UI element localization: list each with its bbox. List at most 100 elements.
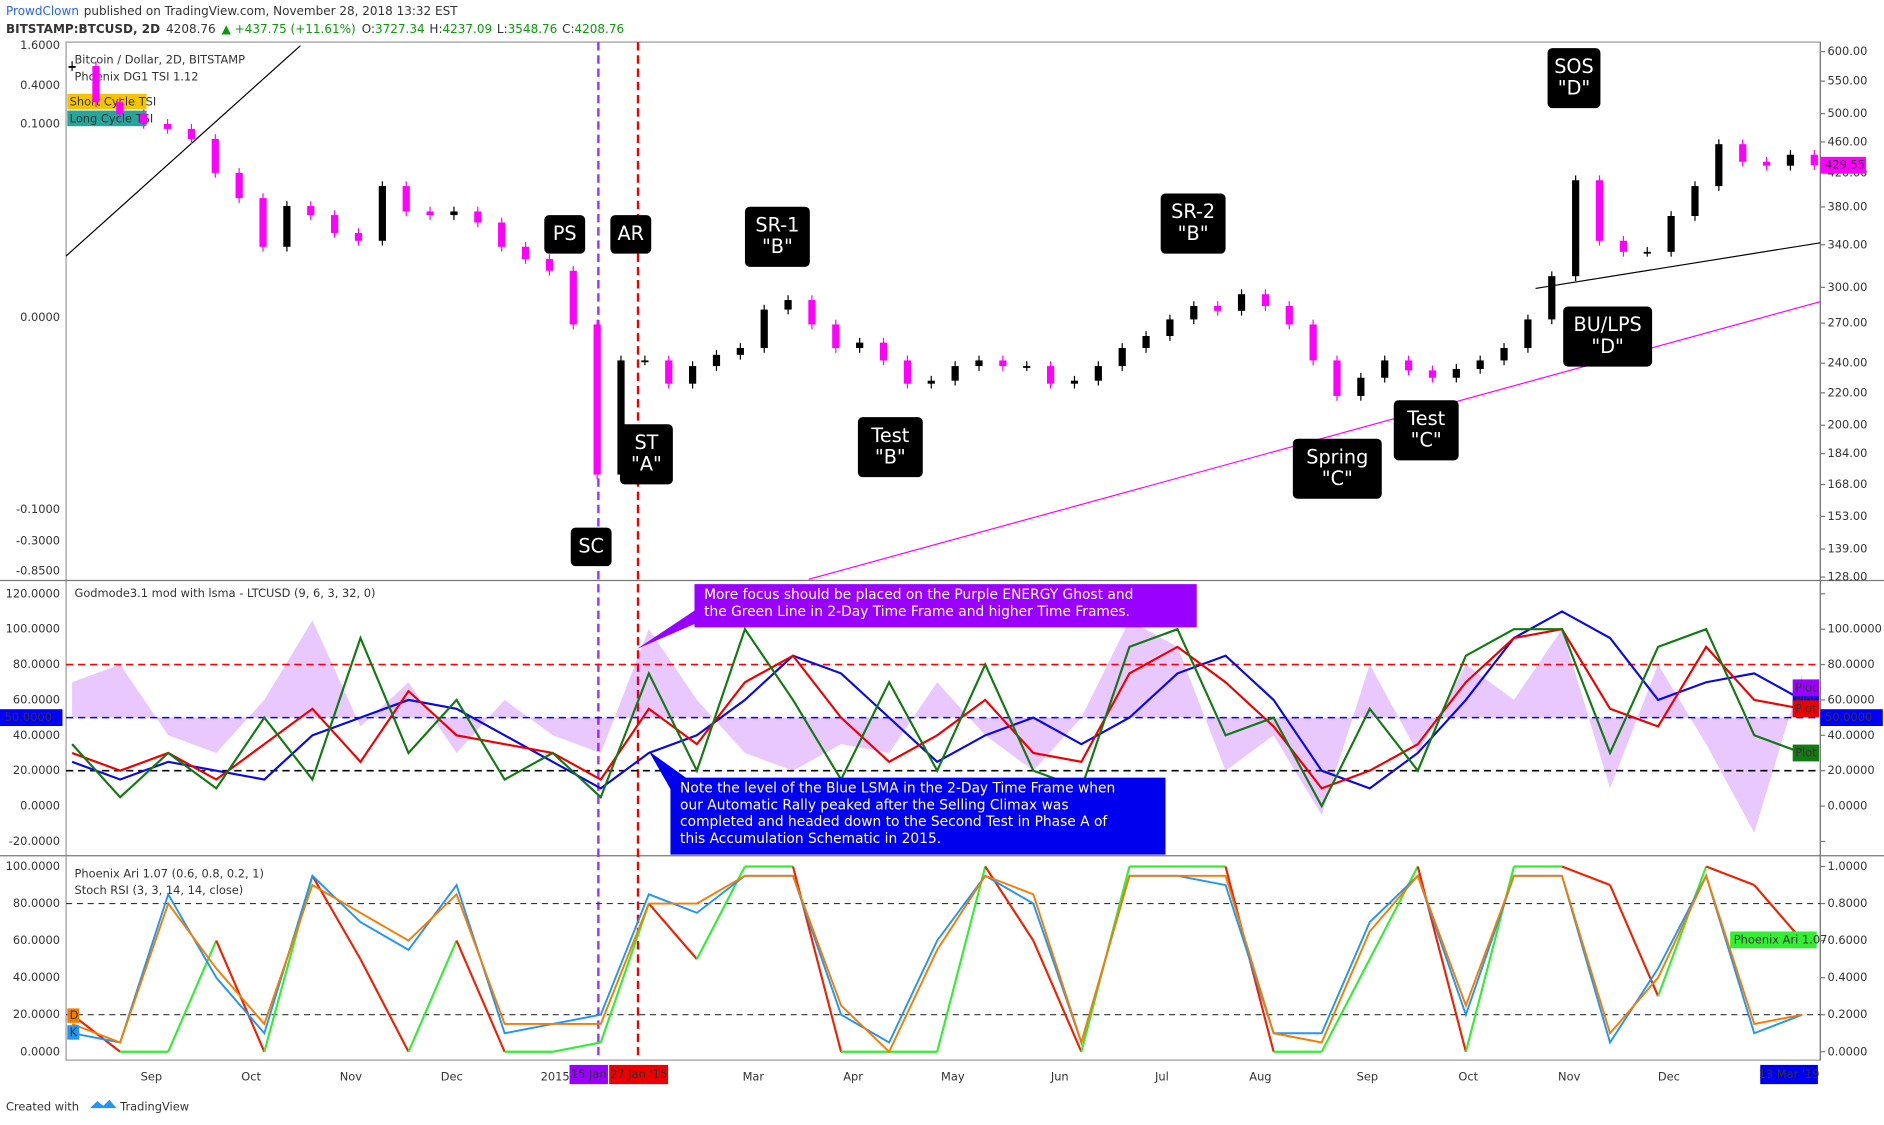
y-tick-label: 500.00 bbox=[1828, 106, 1868, 120]
annotation: SC bbox=[570, 527, 612, 567]
series-tag bbox=[1792, 744, 1820, 762]
level-tag-label: 50.0000 bbox=[1825, 710, 1872, 724]
x-tick-label: May bbox=[941, 1069, 965, 1083]
publisher[interactable]: ProwdClown bbox=[6, 3, 79, 17]
candle bbox=[593, 324, 601, 475]
x-tick-label: Oct bbox=[1458, 1069, 1478, 1083]
series-line bbox=[71, 626, 1803, 809]
candle bbox=[498, 222, 506, 247]
phoenix-segment bbox=[1320, 958, 1371, 1053]
annotation-text: Spring bbox=[1306, 445, 1368, 468]
candle bbox=[1309, 324, 1317, 361]
phoenix-segment bbox=[1705, 865, 1755, 887]
level-tag bbox=[0, 709, 63, 727]
y-tick-label: 168.00 bbox=[1828, 477, 1868, 491]
candle bbox=[1261, 294, 1269, 306]
annotation-box bbox=[570, 527, 612, 567]
annotation-text: "C" bbox=[1322, 467, 1353, 490]
footer-brand[interactable]: TradingView bbox=[119, 1099, 189, 1113]
annotation-text: "D" bbox=[1591, 335, 1623, 358]
y-tick-label-right: 40.0000 bbox=[1828, 728, 1875, 742]
candle bbox=[354, 232, 363, 241]
annotation-text: "B" bbox=[1178, 222, 1209, 245]
candle bbox=[1428, 370, 1437, 378]
annotation-text: "C" bbox=[1411, 429, 1442, 452]
y-tick-label: 550.00 bbox=[1828, 74, 1868, 88]
y-tick-label: 60.0000 bbox=[13, 692, 60, 706]
callout-text: completed and headed down to the Second … bbox=[680, 814, 1108, 830]
x-tick-label: Nov bbox=[1558, 1069, 1581, 1083]
annotation: ST"A" bbox=[619, 424, 673, 485]
x-tick-label: Dec bbox=[1658, 1069, 1680, 1083]
annotation-text: SOS bbox=[1554, 55, 1594, 78]
annotation-text: ST bbox=[634, 431, 658, 454]
series-tag bbox=[1792, 679, 1820, 697]
annotation-text: Test bbox=[1406, 407, 1445, 430]
series-tag-label: K bbox=[70, 1025, 78, 1039]
series-tag bbox=[67, 1008, 80, 1023]
candle bbox=[68, 66, 76, 68]
y-tick-label: 460.00 bbox=[1828, 134, 1868, 148]
y-tick-label: 40.0000 bbox=[13, 970, 60, 984]
x-tick-label: Sep bbox=[1357, 1069, 1378, 1083]
symbol: BITSTAMP:BTCUSD, 2D bbox=[6, 21, 160, 35]
annotation: BU/LPS"D" bbox=[1563, 306, 1653, 367]
series-tag-label: Plot bbox=[1795, 701, 1817, 715]
candle bbox=[784, 300, 792, 310]
y-tick-label: 80.0000 bbox=[13, 896, 60, 910]
annotation-text: SR-1 bbox=[755, 213, 799, 236]
candle bbox=[1023, 366, 1031, 368]
candle bbox=[1762, 161, 1771, 166]
y-tick-label-right: 0.6000 bbox=[1828, 933, 1868, 947]
candle bbox=[426, 211, 434, 216]
candle bbox=[1715, 144, 1723, 187]
left-axis-label: -0.8500 bbox=[16, 563, 60, 577]
legend-tag-label: Short Cycle TSI bbox=[70, 95, 157, 109]
date-marker bbox=[569, 1064, 608, 1085]
annotation-text: BU/LPS bbox=[1574, 313, 1642, 336]
y-tick-label-right: 60.0000 bbox=[1828, 692, 1875, 706]
candle bbox=[545, 259, 554, 271]
y-tick-label: 220.00 bbox=[1828, 385, 1868, 399]
candle bbox=[1094, 366, 1102, 381]
candle bbox=[1357, 377, 1365, 396]
l-label: L: bbox=[497, 21, 508, 35]
pane-title: Phoenix Ari 1.07 (0.6, 0.8, 0.2, 1) bbox=[74, 866, 264, 880]
phoenix-segment bbox=[407, 940, 458, 1053]
candle bbox=[140, 114, 148, 124]
series-line bbox=[71, 873, 1803, 1054]
phoenix-segment bbox=[455, 940, 506, 1053]
annotation-text: "A" bbox=[631, 453, 662, 476]
candle bbox=[1070, 380, 1079, 384]
candle bbox=[187, 128, 196, 140]
logo bbox=[90, 1099, 117, 1109]
candle bbox=[1786, 154, 1795, 166]
candle bbox=[1190, 305, 1198, 320]
series-tag bbox=[1792, 700, 1820, 718]
x-tick-label: Sep bbox=[141, 1069, 162, 1083]
candle bbox=[903, 360, 912, 384]
candle bbox=[975, 360, 983, 367]
y-tick-label: 380.00 bbox=[1828, 199, 1868, 213]
callout-text: our Automatic Rally peaked after the Sel… bbox=[680, 797, 1068, 813]
candle bbox=[1524, 319, 1532, 348]
annotation-text: "B" bbox=[762, 235, 793, 258]
high: 4237.09 bbox=[443, 21, 493, 35]
y-tick-label: 100.0000 bbox=[6, 859, 60, 873]
candle bbox=[1572, 180, 1580, 277]
candle bbox=[1381, 360, 1389, 378]
left-axis-label: 0.1000 bbox=[20, 116, 60, 130]
y-tick-label: 120.0000 bbox=[6, 586, 60, 600]
candle bbox=[1595, 180, 1604, 241]
candle bbox=[402, 186, 410, 212]
date-marker bbox=[609, 1064, 669, 1085]
candle bbox=[450, 211, 458, 216]
y-tick-label: 270.00 bbox=[1828, 316, 1868, 330]
y-tick-label: 600.00 bbox=[1828, 44, 1868, 58]
candle bbox=[1667, 216, 1675, 252]
y-tick-label: 139.00 bbox=[1828, 542, 1868, 556]
series-tag bbox=[1730, 931, 1817, 949]
open: 3727.34 bbox=[375, 21, 425, 35]
